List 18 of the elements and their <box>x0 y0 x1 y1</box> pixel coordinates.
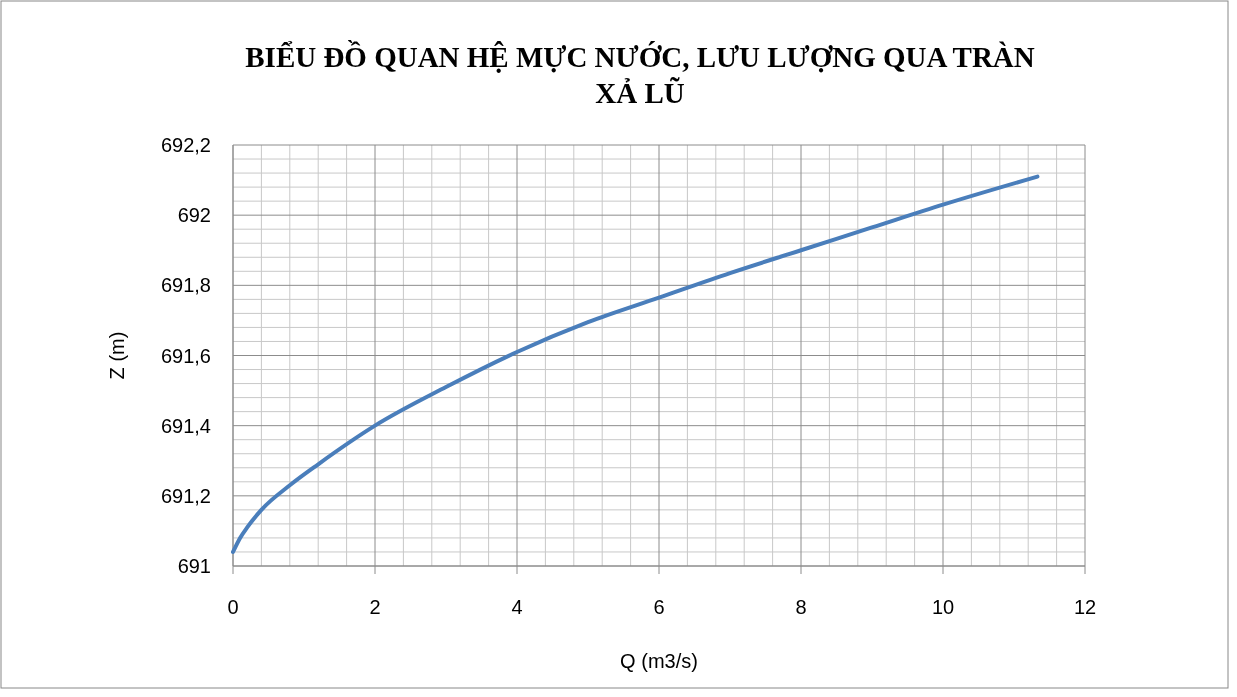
y-tick-label: 691,4 <box>160 414 211 437</box>
y-tick-label: 692 <box>177 204 211 227</box>
y-tick-label: 691,6 <box>160 344 211 367</box>
x-tick-label: 8 <box>795 596 807 618</box>
x-tick-label: 0 <box>227 596 239 618</box>
x-tick-label: 4 <box>511 596 523 618</box>
y-tick-label: 691,8 <box>160 274 211 297</box>
y-tick-label: 692,2 <box>160 134 211 156</box>
line-series <box>231 174 1040 554</box>
y-axis-title: Z (m) <box>106 331 128 380</box>
x-axis-title: Q (m3/s) <box>620 650 698 672</box>
y-tick-label: 691 <box>177 555 211 577</box>
chart-title: BIỂU ĐỒ QUAN HỆ MỰC NƯỚC, LƯU LƯỢNG QUA TRÀN XẢ LŨ <box>245 40 1035 109</box>
x-tick-label: 6 <box>653 596 665 618</box>
y-tick-label: 691,2 <box>160 484 211 507</box>
x-tick-label: 12 <box>1073 596 1097 618</box>
x-tick-label: 2 <box>369 596 381 618</box>
x-tick-label: 10 <box>931 596 955 618</box>
